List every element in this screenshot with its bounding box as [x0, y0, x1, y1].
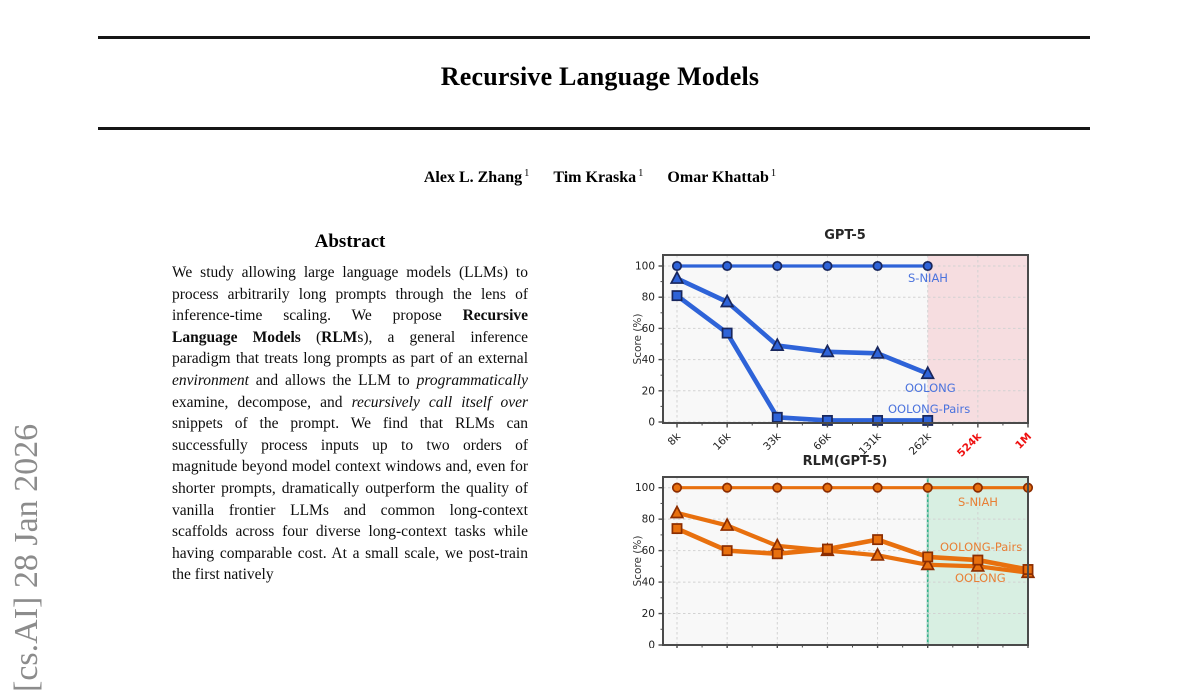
- data-point-circle: [722, 260, 733, 272]
- data-point-triangle: [719, 293, 735, 308]
- data-point-triangle: [669, 504, 685, 519]
- data-point-circle: [822, 482, 833, 493]
- data-point-square: [771, 548, 783, 560]
- y-axis-label: Score (%): [632, 536, 644, 587]
- data-point-square: [821, 543, 833, 555]
- data-point-triangle: [719, 517, 735, 531]
- data-point-triangle: [870, 345, 885, 359]
- data-point-triangle: [770, 337, 785, 352]
- chart-title: GPT-5: [824, 228, 866, 243]
- series-label: S-NIAH: [958, 495, 998, 509]
- chart-title: RLM(GPT-5): [803, 454, 888, 469]
- y-tick-label: 40: [642, 577, 655, 589]
- paper-page: [cs.AI] 28 Jan 2026 Recursive Language M…: [6, 36, 1194, 692]
- data-point-circle: [671, 482, 683, 493]
- abstract-text: We study allowing large language models …: [172, 264, 528, 584]
- y-tick-label: 60: [642, 545, 655, 557]
- data-point-circle: [922, 260, 933, 272]
- data-point-circle: [671, 260, 683, 272]
- author-name: Alex L. Zhang: [423, 169, 523, 187]
- author-affiliation-sup: 1: [638, 168, 644, 179]
- data-point-circle: [772, 260, 783, 272]
- data-point-square: [671, 290, 683, 302]
- header-rule-top: [98, 36, 1090, 39]
- series-label: OOLONG: [905, 381, 956, 395]
- header-rule-bottom: [98, 127, 1090, 130]
- data-point-circle: [972, 482, 983, 493]
- series-line-OOLONG-Pairs: [674, 526, 1031, 572]
- author-1: Alex L. Zhang 1: [423, 168, 530, 187]
- abstract-heading: Abstract: [314, 231, 386, 252]
- y-tick-label: 100: [635, 261, 655, 273]
- data-point-square: [972, 554, 984, 566]
- data-point-circle: [772, 482, 783, 493]
- y-tick-label: 20: [642, 608, 655, 620]
- y-tick-label: 0: [648, 640, 655, 649]
- series-label: OOLONG: [955, 571, 1006, 585]
- data-point-triangle: [820, 343, 835, 358]
- series-line-OOLONG: [674, 276, 931, 376]
- data-point-triangle: [920, 365, 935, 380]
- y-tick-label: 20: [642, 385, 655, 397]
- data-point-square: [922, 551, 934, 563]
- data-point-square: [671, 523, 683, 535]
- data-point-circle: [872, 260, 883, 272]
- series-label: OOLONG-Pairs: [888, 402, 970, 416]
- author-line: Alex L. Zhang 1 Tim Kraska 1 Omar Khattab 1: [6, 168, 1194, 187]
- data-point-circle: [922, 482, 933, 493]
- series-label: OOLONG-Pairs: [940, 540, 1022, 554]
- series-line-OOLONG: [674, 510, 1031, 575]
- arxiv-watermark: [cs.AI] 28 Jan 2026: [8, 423, 45, 692]
- data-point-square: [771, 411, 783, 423]
- y-tick-label: 0: [648, 417, 655, 429]
- data-point-square: [721, 545, 733, 557]
- author-name: Tim Kraska: [553, 169, 637, 187]
- author-3: Omar Khattab 1: [667, 168, 777, 187]
- author-name: Omar Khattab: [667, 169, 769, 187]
- rlm-gpt5-chart: 0 20 40 60 80 100 S-NIAH OOLONG-Pairs OOLONG RLM(…: [632, 454, 1036, 649]
- plot-frame: [662, 254, 1029, 424]
- y-tick-label: 80: [642, 514, 655, 526]
- data-point-triangle: [920, 556, 935, 571]
- y-tick-label: 100: [635, 482, 655, 494]
- y-tick-label: 80: [642, 292, 655, 304]
- series-line-OOLONG-Pairs: [674, 293, 931, 423]
- series-label: S-NIAH: [908, 271, 948, 285]
- data-point-triangle: [870, 547, 885, 561]
- data-point-square: [721, 327, 733, 339]
- paper-title: Recursive Language Models: [440, 62, 760, 91]
- data-point-circle: [722, 482, 733, 493]
- data-point-circle: [872, 482, 883, 493]
- plot-frame: [662, 476, 1029, 646]
- y-tick-label: 40: [642, 354, 655, 366]
- author-2: Tim Kraska 1: [553, 168, 644, 187]
- x-tick-label: 8k: [666, 430, 684, 448]
- y-tick-label: 60: [642, 323, 655, 335]
- data-point-triangle: [669, 270, 685, 284]
- author-affiliation-sup: 1: [770, 168, 777, 179]
- y-axis-label: Score (%): [632, 314, 644, 365]
- author-affiliation-sup: 1: [524, 168, 530, 179]
- data-point-circle: [822, 260, 833, 272]
- data-point-square: [872, 534, 884, 546]
